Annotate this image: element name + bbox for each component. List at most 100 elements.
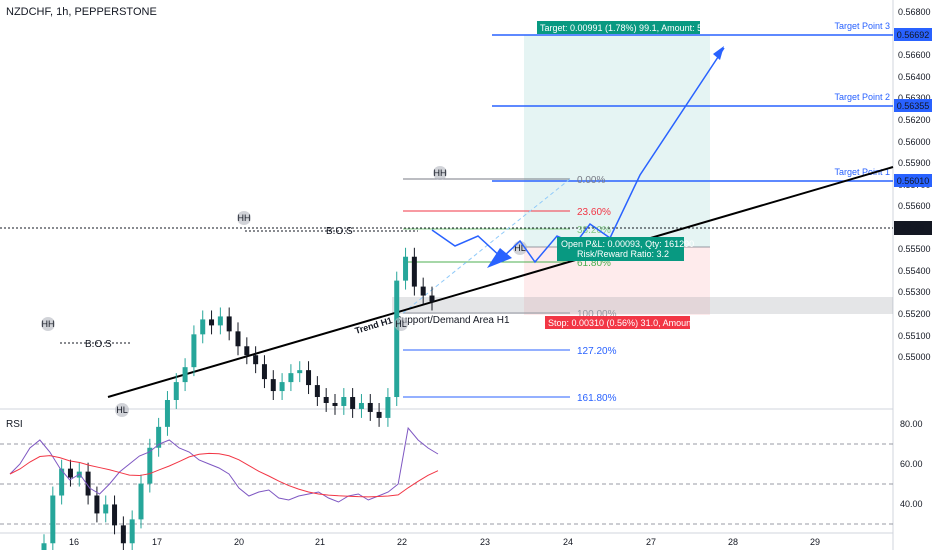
support-demand-zone bbox=[392, 297, 893, 314]
time-tick-label: 27 bbox=[646, 537, 656, 547]
swing-marker-label: HH bbox=[42, 319, 55, 329]
price-tick-label: 0.56400 bbox=[898, 72, 931, 82]
swing-marker-label: HL bbox=[514, 243, 526, 253]
target-price-text: 0.56010 bbox=[897, 176, 930, 186]
candle-body bbox=[164, 400, 170, 427]
candle-body bbox=[200, 319, 206, 335]
up-arrow-marker bbox=[487, 248, 512, 268]
time-tick-label: 21 bbox=[315, 537, 325, 547]
candle-body bbox=[429, 295, 435, 302]
target-label: Target Point 3 bbox=[834, 21, 890, 31]
candle-body bbox=[403, 256, 409, 281]
stop-info-text: Stop: 0.00310 (0.56%) 31.0, Amount: 495 bbox=[548, 318, 714, 328]
target-info-text: Target: 0.00991 (1.78%) 99.1, Amount: 51… bbox=[540, 23, 725, 33]
price-tick-label: 0.56000 bbox=[898, 137, 931, 147]
time-tick-label: 24 bbox=[563, 537, 573, 547]
candle-body bbox=[173, 382, 179, 400]
rsi-label: RSI bbox=[6, 419, 23, 430]
price-tick-label: 0.55400 bbox=[898, 266, 931, 276]
fib-level-label: 23.60% bbox=[577, 207, 611, 218]
time-tick-label: 16 bbox=[69, 537, 79, 547]
candle-body bbox=[323, 397, 329, 403]
candle-body bbox=[50, 495, 56, 544]
current-price-badge bbox=[894, 221, 932, 235]
price-tick-label: 0.55100 bbox=[898, 331, 931, 341]
rsi-ma-line bbox=[9, 452, 439, 498]
candle-body bbox=[358, 402, 364, 409]
current-price-text: 26:49 bbox=[902, 223, 925, 233]
projection-path bbox=[431, 47, 725, 264]
candle-body bbox=[279, 382, 285, 392]
price-tick-label: 0.56200 bbox=[898, 115, 931, 125]
price-tick-label: 0.56600 bbox=[898, 50, 931, 60]
candle-body bbox=[67, 468, 73, 478]
candle-body bbox=[182, 367, 188, 383]
candle-body bbox=[297, 370, 303, 374]
rsi-tick-label: 60.00 bbox=[900, 459, 923, 469]
swing-marker bbox=[41, 317, 55, 331]
candle-body bbox=[288, 373, 294, 383]
pl-info-box bbox=[557, 237, 684, 261]
candle-body bbox=[367, 402, 373, 412]
price-tick-label: 0.55600 bbox=[898, 201, 931, 211]
candle-body bbox=[147, 447, 153, 484]
candle-body bbox=[138, 483, 144, 520]
time-tick-label: 23 bbox=[480, 537, 490, 547]
fib-level-label: 61.80% bbox=[577, 258, 611, 269]
candle-body bbox=[85, 471, 91, 496]
time-tick-label: 28 bbox=[728, 537, 738, 547]
zone-label: Support/Demand Area H1 bbox=[395, 315, 510, 326]
swing-marker-label: HH bbox=[434, 168, 447, 178]
candle-body bbox=[112, 504, 118, 526]
swing-marker-label: HH bbox=[238, 213, 251, 223]
rsi-tick-label: 80.00 bbox=[900, 419, 923, 429]
stop-info-box bbox=[545, 316, 690, 329]
candle-body bbox=[270, 379, 276, 392]
swing-marker bbox=[433, 166, 447, 180]
fib-level-label: 161.80% bbox=[577, 393, 617, 404]
fib-trend-line bbox=[402, 178, 571, 314]
swing-marker bbox=[394, 317, 408, 331]
candle-body bbox=[156, 426, 162, 448]
time-tick-label: 17 bbox=[152, 537, 162, 547]
candle-body bbox=[350, 397, 356, 409]
candle-body bbox=[129, 519, 135, 544]
rr-info-text: Risk/Reward Ratio: 3.2 bbox=[577, 249, 669, 259]
price-tick-label: 0.55200 bbox=[898, 309, 931, 319]
swing-marker bbox=[237, 211, 251, 225]
time-tick-label: 20 bbox=[234, 537, 244, 547]
candle-body bbox=[217, 316, 223, 326]
candle-body bbox=[41, 543, 47, 550]
target-label: Target Point 1 bbox=[834, 167, 890, 177]
target-price-badge bbox=[894, 174, 932, 187]
target-info-box bbox=[537, 21, 700, 34]
candle-body bbox=[314, 385, 320, 398]
candle-body bbox=[376, 411, 382, 418]
price-tick-label: 0.55900 bbox=[898, 158, 931, 168]
candle-body bbox=[59, 468, 65, 496]
target-price-text: 0.56355 bbox=[897, 101, 930, 111]
trend-line bbox=[107, 166, 894, 398]
price-tick-label: 0.55000 bbox=[898, 352, 931, 362]
price-tick-label: 0.55500 bbox=[898, 244, 931, 254]
swing-marker bbox=[115, 403, 129, 417]
candle-body bbox=[261, 364, 267, 380]
candle-body bbox=[306, 370, 312, 386]
pl-info-text: Open P&L: 0.00093, Qty: 161290 bbox=[561, 239, 694, 249]
fib-level-label: 100.00% bbox=[577, 309, 617, 320]
candle-body bbox=[341, 397, 347, 406]
target-price-badge bbox=[894, 99, 932, 112]
candle-body bbox=[103, 504, 109, 514]
position-target-zone bbox=[524, 35, 710, 247]
swing-marker-label: HL bbox=[116, 405, 128, 415]
price-tick-label: 0.56300 bbox=[898, 93, 931, 103]
fib-level-label: 127.20% bbox=[577, 346, 617, 357]
target-price-badge bbox=[894, 28, 932, 41]
target-label: Target Point 2 bbox=[834, 92, 890, 102]
candle-body bbox=[120, 525, 126, 544]
candle-body bbox=[235, 331, 241, 347]
rsi-line bbox=[9, 426, 439, 503]
time-tick-label: 29 bbox=[810, 537, 820, 547]
candle-body bbox=[394, 280, 400, 398]
